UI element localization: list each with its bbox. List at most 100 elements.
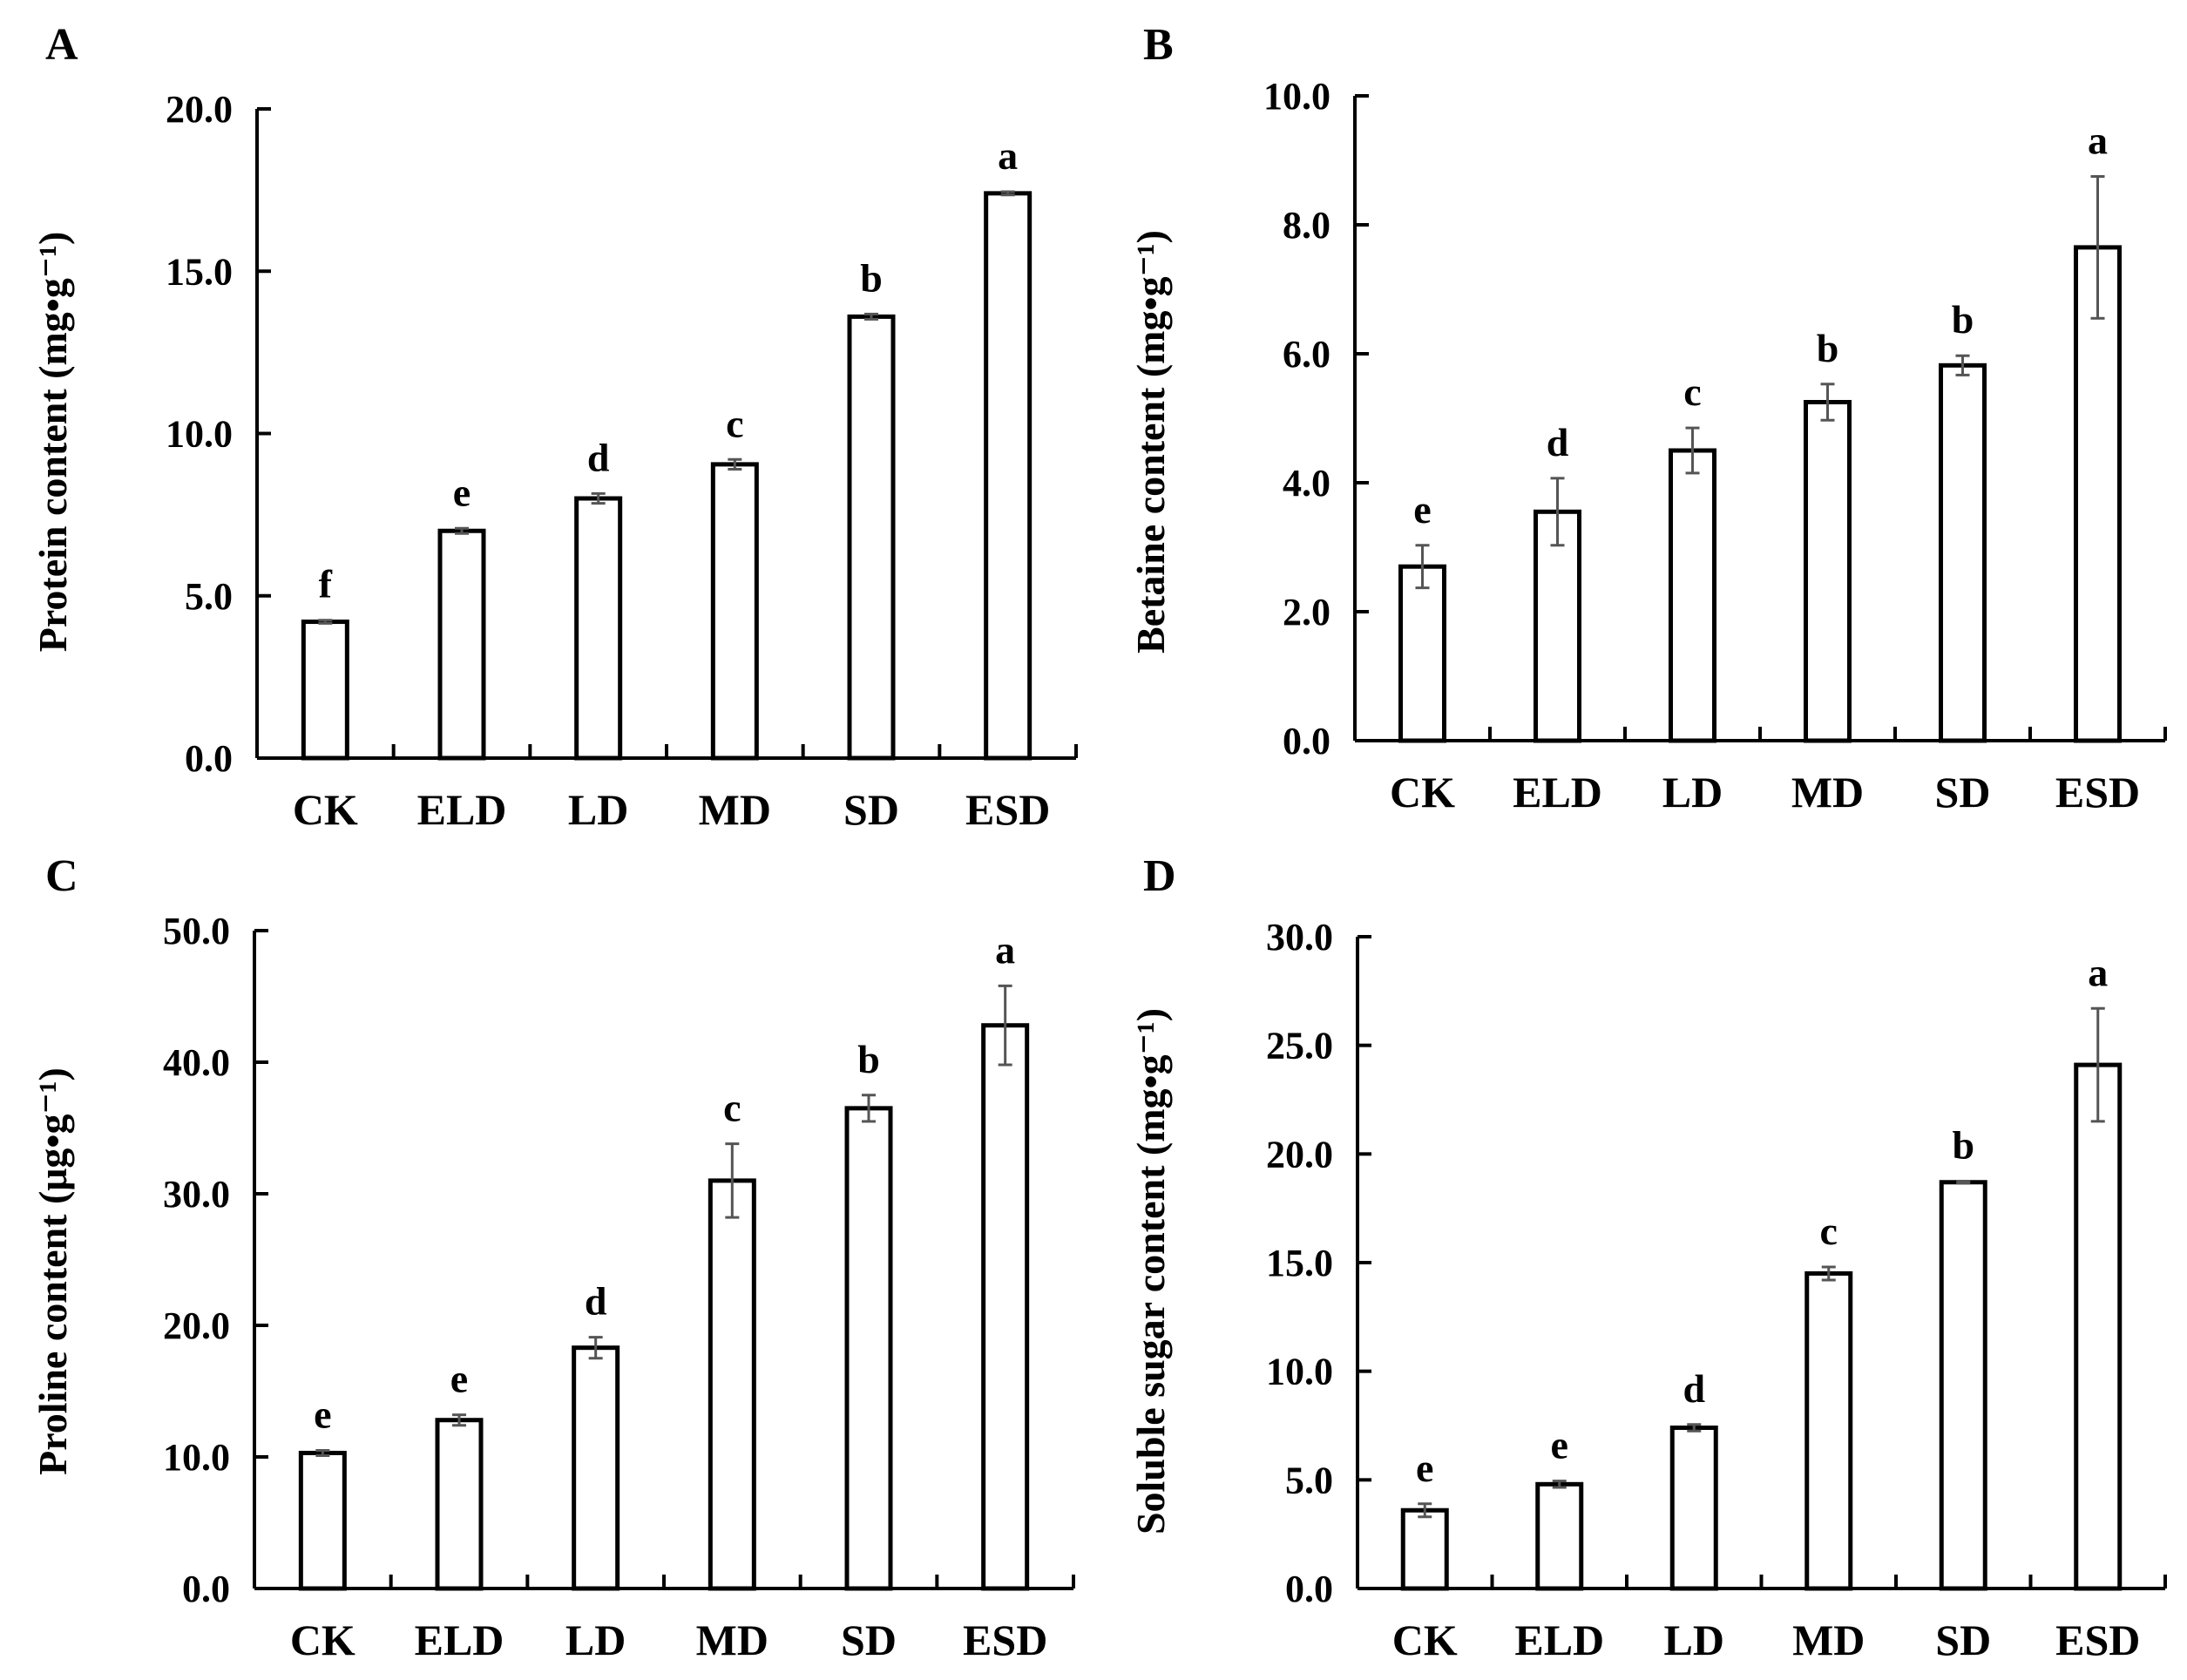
panel-c-y-tick-label: 50.0	[163, 910, 230, 952]
panel-b-y-tick-label: 6.0	[1283, 333, 1330, 376]
panel-c-y-tick-label: 30.0	[163, 1173, 230, 1216]
panel-c-sig-label-ck: e	[314, 1392, 331, 1436]
panel-b-y-tick-label: 8.0	[1283, 204, 1330, 247]
panel-b-y-tick-label: 10.0	[1263, 75, 1330, 118]
panel-c-sig-label-md: c	[723, 1086, 741, 1130]
panel-b-letter: B	[1143, 20, 1174, 70]
panel-a-y-tick-label: 0.0	[185, 737, 233, 780]
panel-d-bar-ld	[1669, 1425, 1718, 1591]
panel-a-x-label-esd: ESD	[965, 785, 1050, 834]
panel-a-x-label-eld: ELD	[417, 785, 507, 834]
panel-d-y-tick-label: 25.0	[1266, 1025, 1333, 1067]
panel-c-bar-esd	[981, 1023, 1030, 1591]
panel-c-bar-eld	[435, 1418, 484, 1591]
panel-a-sig-label-ck: f	[319, 562, 333, 606]
panel-c-bar-md	[708, 1178, 756, 1591]
panel-d-letter: D	[1143, 851, 1176, 901]
panel-a-x-label-ck: CK	[293, 785, 358, 834]
panel-b-bar-ck	[1398, 564, 1446, 743]
panel-d-bar-esd	[2074, 1062, 2123, 1591]
panel-d-sig-label-ck: e	[1416, 1446, 1433, 1490]
panel-c-x-label-ck: CK	[290, 1616, 355, 1664]
panel-c: C 0.0 10.0 20.0 30.0 40.0 50.0 e CK e ELD d LD c MD b S…	[30, 851, 1075, 1664]
panel-a: A 0.0 5.0 10.0 15.0 20.0 f CK e ELD d LD c MD b SD a ESD…	[30, 20, 1078, 834]
panel-b-x-label-ld: LD	[1662, 768, 1723, 816]
panel-c-y-tick-label: 20.0	[163, 1304, 230, 1347]
panel-d-sig-label-esd: a	[2088, 950, 2108, 994]
panel-a-y-tick-label: 10.0	[166, 413, 233, 456]
panel-c-y-tick-label: 40.0	[163, 1041, 230, 1084]
panel-a-bar-ld	[574, 496, 623, 761]
panel-b-x-label-sd: SD	[1935, 768, 1991, 816]
panel-c-sig-label-esd: a	[995, 927, 1015, 972]
panel-d-sig-label-sd: b	[1952, 1123, 1974, 1168]
panel-c-x-label-ld: LD	[565, 1616, 626, 1664]
panel-c-plot: 0.0 10.0 20.0 30.0 40.0 50.0 e CK e ELD d LD c MD b SD a…	[163, 910, 1075, 1664]
panel-c-sig-label-eld: e	[450, 1357, 468, 1401]
panel-b-x-label-md: MD	[1791, 768, 1864, 816]
panel-c-bar-ck	[298, 1450, 347, 1591]
panel-d-y-tick-label: 15.0	[1266, 1242, 1333, 1284]
panel-a-bar-ck	[301, 620, 349, 761]
panel-c-y-tick-label: 0.0	[182, 1568, 230, 1610]
panel-b-y-tick-label: 2.0	[1283, 591, 1330, 633]
panel-d-sig-label-md: c	[1820, 1209, 1838, 1253]
panel-d-x-label-esd: ESD	[2055, 1616, 2140, 1664]
panel-d-y-tick-label: 5.0	[1285, 1459, 1333, 1501]
panel-d-x-label-ld: LD	[1664, 1616, 1724, 1664]
panel-b-x-label-eld: ELD	[1513, 768, 1602, 816]
panel-a-letter: A	[45, 20, 78, 70]
panel-b-bar-md	[1804, 400, 1852, 743]
panel-d-plot: 0.0 5.0 10.0 15.0 20.0 25.0 30.0 e CK e ELD d LD c MD b…	[1266, 916, 2167, 1664]
panel-c-letter: C	[45, 851, 78, 901]
panel-b-sig-label-md: b	[1817, 326, 1839, 370]
panel-b-sig-label-esd: a	[2088, 119, 2108, 163]
panel-a-sig-label-esd: a	[998, 133, 1018, 178]
panel-a-ylabel: Protein content (mg•g⁻¹)	[30, 232, 75, 653]
panel-b-ylabel: Betaine content (mg•g⁻¹)	[1128, 230, 1173, 654]
panel-a-sig-label-ld: d	[587, 435, 610, 479]
panel-c-x-label-sd: SD	[841, 1616, 897, 1664]
panel-a-x-label-md: MD	[699, 785, 771, 834]
panel-b-bar-esd	[2074, 245, 2122, 743]
panel-d-bar-sd	[1939, 1180, 1987, 1591]
panel-b-plot: 0.0 2.0 4.0 6.0 8.0 10.0 e CK d ELD c LD b MD b SD a ESD	[1263, 75, 2167, 816]
panel-d-x-label-md: MD	[1792, 1616, 1865, 1664]
panel-b-x-label-esd: ESD	[2055, 768, 2140, 816]
panel-b-sig-label-sd: b	[1952, 297, 1974, 342]
panel-a-y-tick-label: 20.0	[166, 88, 233, 131]
panel-d-x-label-sd: SD	[1935, 1616, 1991, 1664]
panel-c-x-label-eld: ELD	[415, 1616, 504, 1664]
panel-d-bar-md	[1804, 1270, 1853, 1591]
panel-d-y-tick-label: 0.0	[1285, 1568, 1333, 1610]
panel-c-ylabel: Proline content (μg•g⁻¹)	[30, 1067, 75, 1475]
panel-c-bar-sd	[844, 1106, 893, 1591]
panel-a-sig-label-eld: e	[453, 470, 471, 514]
panel-c-x-label-esd: ESD	[963, 1616, 1047, 1664]
panel-b-y-tick-label: 4.0	[1283, 462, 1330, 505]
panel-b-x-label-ck: CK	[1390, 768, 1455, 816]
panel-b-sig-label-ld: c	[1683, 369, 1701, 414]
panel-a-y-tick-label: 5.0	[185, 575, 233, 618]
panel-a-bar-sd	[847, 314, 896, 761]
panel-a-x-label-sd: SD	[843, 785, 899, 834]
panel-d-x-label-ck: CK	[1392, 1616, 1458, 1664]
panel-d-ylabel: Soluble sugar content (mg•g⁻¹)	[1128, 1008, 1173, 1534]
panel-b-sig-label-eld: d	[1547, 420, 1569, 464]
panel-d-y-tick-label: 10.0	[1266, 1351, 1333, 1393]
panel-a-x-label-ld: LD	[568, 785, 628, 834]
panel-a-sig-label-sd: b	[860, 255, 883, 300]
panel-b-bar-sd	[1939, 362, 1987, 743]
panel-d-sig-label-ld: d	[1683, 1366, 1705, 1411]
panel-c-sig-label-sd: b	[857, 1037, 880, 1081]
panel-a-y-tick-label: 15.0	[166, 250, 233, 293]
panel-a-bar-esd	[984, 191, 1033, 761]
panel-c-x-label-md: MD	[696, 1616, 768, 1664]
panel-a-plot: 0.0 5.0 10.0 15.0 20.0 f CK e ELD d LD c MD b SD a ESD	[166, 88, 1078, 834]
panel-d-bar-eld	[1535, 1481, 1584, 1591]
panel-d: D 0.0 5.0 10.0 15.0 20.0 25.0 30.0 e CK e ELD d LD c M…	[1128, 851, 2167, 1664]
panel-c-bar-ld	[572, 1345, 620, 1591]
panel-d-x-label-eld: ELD	[1514, 1616, 1604, 1664]
panel-c-y-tick-label: 10.0	[163, 1436, 230, 1479]
